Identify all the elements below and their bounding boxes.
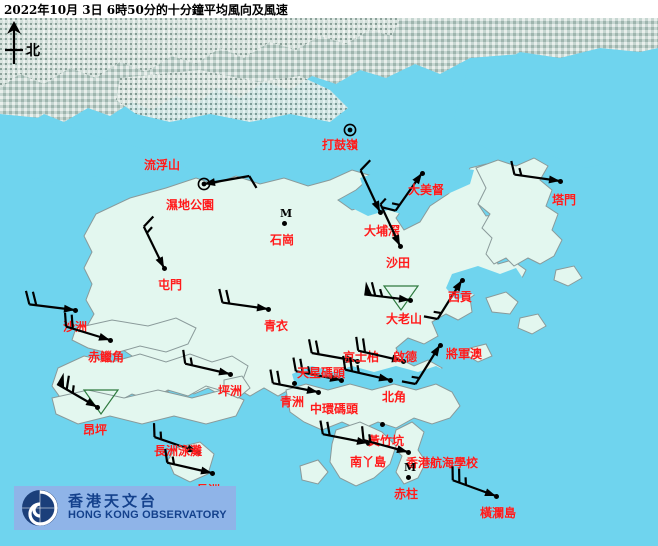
station-dot-icon bbox=[94, 404, 100, 410]
station-dot-icon bbox=[209, 470, 215, 476]
station-label: 西貢 bbox=[448, 290, 473, 304]
station-missing-marker: M bbox=[280, 207, 293, 220]
map-canvas: 北 打鼓嶺流浮山濕地公園 M 石崗 大美督塔門大埔滘沙田屯門沙洲赤鱲角昂坪 青衣 大老山 西… bbox=[0, 18, 658, 546]
station-label: 中環碼頭 bbox=[310, 402, 359, 416]
station-dot-icon bbox=[419, 170, 425, 176]
calm-wind-circle-icon bbox=[197, 177, 211, 191]
station-dot-icon bbox=[400, 358, 406, 364]
shenzhen-built-area bbox=[116, 70, 348, 122]
station-dot-icon bbox=[387, 377, 393, 383]
eastern-islets bbox=[485, 265, 583, 335]
station-dot-icon bbox=[107, 337, 113, 343]
station-label: 橫瀾島 bbox=[480, 506, 517, 520]
station-label: 沙田 bbox=[386, 256, 411, 270]
station-label: 塔門 bbox=[552, 193, 577, 207]
station-dot-icon bbox=[338, 377, 344, 383]
station-dot-icon bbox=[265, 306, 271, 312]
station-dot-icon bbox=[315, 389, 321, 395]
peng-chau-island bbox=[223, 375, 251, 399]
station-label: 石崗 bbox=[270, 233, 295, 247]
hko-logo: 香港天文台 HONG KONG OBSERVATORY bbox=[14, 486, 236, 530]
station-label: 赤柱 bbox=[394, 487, 419, 501]
station-dot-icon bbox=[195, 449, 201, 455]
page-title: 2022年10月 3日 6時50分的十分鐘平均風向及風速 bbox=[4, 3, 288, 17]
station-dot-icon bbox=[397, 243, 403, 249]
sai-kung-peninsula bbox=[475, 157, 563, 267]
station-label: 赤鱲角 bbox=[88, 350, 125, 364]
station-dot-icon bbox=[557, 178, 563, 184]
mirs-bay-water bbox=[454, 50, 658, 168]
hko-spiral-icon bbox=[22, 490, 58, 526]
mainland-terrain-detail bbox=[0, 18, 400, 88]
ninepin-group bbox=[467, 343, 493, 363]
station-dot-icon bbox=[354, 358, 360, 364]
north-label: 北 bbox=[26, 43, 40, 59]
deep-bay-water bbox=[0, 114, 190, 186]
station-dot-icon bbox=[405, 449, 411, 455]
calm-wind-circle-icon bbox=[343, 123, 357, 137]
station-label: 昂坪 bbox=[83, 423, 108, 437]
station-dot-icon bbox=[227, 371, 233, 377]
station-missing-marker: M bbox=[404, 461, 417, 474]
station-dot-icon bbox=[493, 493, 499, 499]
station-label: 打鼓嶺 bbox=[322, 138, 359, 152]
station-dot-icon bbox=[407, 297, 413, 303]
station-label: 大老山 bbox=[386, 312, 423, 326]
station-label: 長洲泳灘 bbox=[154, 444, 203, 458]
station-dot-icon bbox=[281, 220, 287, 226]
station-dot-icon bbox=[459, 277, 465, 283]
station-label: 天星碼頭 bbox=[297, 366, 346, 380]
station-dot-icon bbox=[291, 380, 297, 386]
north-arrow-icon bbox=[5, 21, 23, 64]
station-label: 流浮山 bbox=[144, 158, 181, 172]
title-bar: 2022年10月 3日 6時50分的十分鐘平均風向及風速 bbox=[0, 0, 658, 18]
station-label: 南丫島 bbox=[350, 455, 387, 469]
station-label: 北角 bbox=[382, 390, 407, 404]
station-dot-icon bbox=[377, 209, 383, 215]
station-label: 啟德 bbox=[393, 350, 418, 364]
station-label: 將軍澳 bbox=[446, 347, 483, 361]
station-label: 大美督 bbox=[408, 183, 445, 197]
po-toi-island bbox=[299, 459, 329, 485]
station-dot-icon bbox=[161, 265, 167, 271]
station-label: 坪洲 bbox=[218, 384, 243, 398]
map-geometry bbox=[0, 18, 658, 546]
hko-name-english: HONG KONG OBSERVATORY bbox=[68, 509, 227, 522]
station-label: 沙洲 bbox=[63, 320, 88, 334]
port-shelter-water bbox=[446, 266, 524, 300]
station-label: 大埔滘 bbox=[364, 224, 401, 238]
station-label: 青洲 bbox=[280, 395, 305, 409]
station-dot-icon bbox=[437, 342, 443, 348]
station-label: 香港航海學校 bbox=[406, 456, 479, 470]
station-dot-icon bbox=[379, 421, 385, 427]
lantau-south-coast bbox=[51, 389, 245, 425]
station-label: 屯門 bbox=[158, 278, 183, 292]
station-dot-icon bbox=[72, 307, 78, 313]
station-label: 濕地公園 bbox=[166, 198, 215, 212]
hko-wordmark: 香港天文台 HONG KONG OBSERVATORY bbox=[68, 494, 227, 521]
station-label: 黃竹坑 bbox=[368, 434, 405, 448]
station-label: 青衣 bbox=[264, 319, 289, 333]
station-label: 京士柏 bbox=[343, 350, 380, 364]
hko-name-chinese: 香港天文台 bbox=[68, 492, 159, 511]
station-dot-icon bbox=[405, 474, 411, 480]
